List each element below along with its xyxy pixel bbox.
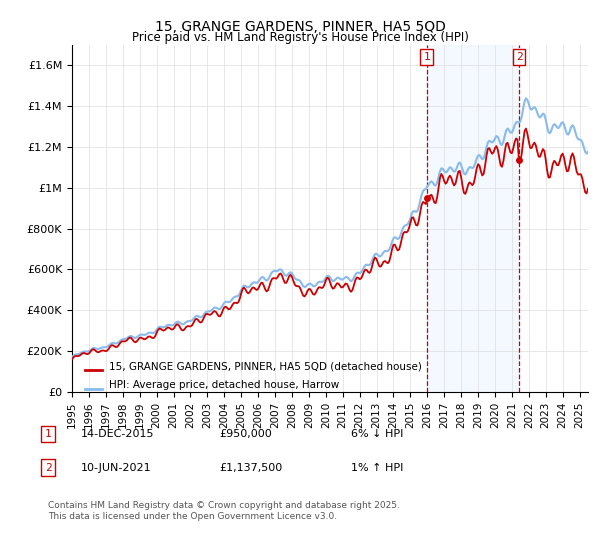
Text: 15, GRANGE GARDENS, PINNER, HA5 5QD (detached house): 15, GRANGE GARDENS, PINNER, HA5 5QD (det… [109, 362, 422, 372]
Text: 1% ↑ HPI: 1% ↑ HPI [351, 463, 403, 473]
Text: £1,137,500: £1,137,500 [219, 463, 282, 473]
Text: Price paid vs. HM Land Registry's House Price Index (HPI): Price paid vs. HM Land Registry's House … [131, 31, 469, 44]
Text: £950,000: £950,000 [219, 429, 272, 439]
Text: 2: 2 [44, 463, 52, 473]
Text: 2: 2 [516, 52, 523, 62]
Text: Contains HM Land Registry data © Crown copyright and database right 2025.
This d: Contains HM Land Registry data © Crown c… [48, 501, 400, 521]
Text: 1: 1 [423, 52, 430, 62]
Text: 6% ↓ HPI: 6% ↓ HPI [351, 429, 403, 439]
Text: 1: 1 [44, 429, 52, 439]
Bar [427, 45, 520, 392]
Text: HPI: Average price, detached house, Harrow: HPI: Average price, detached house, Harr… [109, 380, 340, 390]
Text: 14-DEC-2015: 14-DEC-2015 [81, 429, 155, 439]
Text: 10-JUN-2021: 10-JUN-2021 [81, 463, 152, 473]
Text: 15, GRANGE GARDENS, PINNER, HA5 5QD: 15, GRANGE GARDENS, PINNER, HA5 5QD [155, 20, 445, 34]
